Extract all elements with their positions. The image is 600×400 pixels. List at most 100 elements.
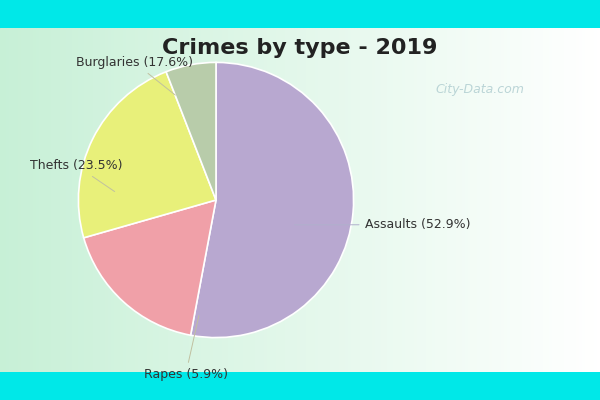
Bar bbox=[561, 28, 564, 372]
Bar bbox=[333, 28, 336, 372]
Bar bbox=[438, 28, 441, 372]
Bar bbox=[582, 28, 585, 372]
Bar bbox=[522, 28, 525, 372]
Bar bbox=[543, 28, 546, 372]
Bar bbox=[6, 28, 9, 372]
Bar bbox=[240, 28, 243, 372]
Bar bbox=[384, 28, 387, 372]
Bar bbox=[72, 28, 75, 372]
Bar bbox=[447, 28, 450, 372]
Bar bbox=[531, 28, 534, 372]
Bar bbox=[84, 28, 87, 372]
Bar bbox=[105, 28, 108, 372]
Wedge shape bbox=[191, 62, 353, 338]
Bar bbox=[243, 28, 246, 372]
Bar bbox=[174, 28, 177, 372]
Wedge shape bbox=[79, 72, 216, 238]
Bar bbox=[321, 28, 324, 372]
Bar bbox=[75, 28, 78, 372]
Bar bbox=[12, 28, 15, 372]
Bar bbox=[408, 28, 411, 372]
Bar bbox=[507, 28, 510, 372]
Bar bbox=[390, 28, 393, 372]
Bar bbox=[138, 28, 141, 372]
Bar bbox=[414, 28, 417, 372]
Bar bbox=[36, 28, 39, 372]
Bar bbox=[363, 28, 366, 372]
Bar bbox=[264, 28, 267, 372]
Bar bbox=[186, 28, 189, 372]
Text: Crimes by type - 2019: Crimes by type - 2019 bbox=[163, 38, 437, 58]
Bar bbox=[51, 28, 54, 372]
Bar bbox=[462, 28, 465, 372]
Bar bbox=[579, 28, 582, 372]
Bar bbox=[18, 28, 21, 372]
Bar bbox=[120, 28, 123, 372]
Bar bbox=[357, 28, 360, 372]
Bar bbox=[594, 28, 597, 372]
Bar bbox=[102, 28, 105, 372]
Bar bbox=[267, 28, 270, 372]
Bar bbox=[285, 28, 288, 372]
Bar bbox=[48, 28, 51, 372]
Bar bbox=[597, 28, 600, 372]
Bar bbox=[588, 28, 591, 372]
Bar bbox=[159, 28, 162, 372]
Bar bbox=[549, 28, 552, 372]
Bar bbox=[369, 28, 372, 372]
Bar bbox=[114, 28, 117, 372]
Bar bbox=[339, 28, 342, 372]
Bar bbox=[378, 28, 381, 372]
Bar bbox=[168, 28, 171, 372]
Bar bbox=[495, 28, 498, 372]
Bar bbox=[444, 28, 447, 372]
Bar bbox=[183, 28, 186, 372]
Bar bbox=[30, 28, 33, 372]
Bar bbox=[24, 28, 27, 372]
Bar bbox=[33, 28, 36, 372]
Bar bbox=[60, 28, 63, 372]
Bar bbox=[423, 28, 426, 372]
Bar bbox=[399, 28, 402, 372]
Bar bbox=[402, 28, 405, 372]
Text: Burglaries (17.6%): Burglaries (17.6%) bbox=[76, 56, 193, 95]
Bar bbox=[123, 28, 126, 372]
Bar bbox=[129, 28, 132, 372]
Bar bbox=[210, 28, 213, 372]
Bar bbox=[225, 28, 228, 372]
Bar bbox=[27, 28, 30, 372]
Bar bbox=[165, 28, 168, 372]
Bar bbox=[201, 28, 204, 372]
Bar bbox=[237, 28, 240, 372]
Bar bbox=[432, 28, 435, 372]
Bar bbox=[336, 28, 339, 372]
Bar bbox=[492, 28, 495, 372]
Bar bbox=[342, 28, 345, 372]
Bar bbox=[198, 28, 201, 372]
Bar bbox=[162, 28, 165, 372]
Bar bbox=[234, 28, 237, 372]
Bar bbox=[15, 28, 18, 372]
Bar bbox=[189, 28, 192, 372]
Bar bbox=[171, 28, 174, 372]
Text: Thefts (23.5%): Thefts (23.5%) bbox=[30, 159, 123, 192]
Bar bbox=[39, 28, 42, 372]
Bar bbox=[207, 28, 210, 372]
Bar bbox=[195, 28, 198, 372]
Bar bbox=[486, 28, 489, 372]
Bar bbox=[516, 28, 519, 372]
Bar bbox=[474, 28, 477, 372]
Bar bbox=[222, 28, 225, 372]
Bar bbox=[228, 28, 231, 372]
Bar bbox=[261, 28, 264, 372]
Bar bbox=[537, 28, 540, 372]
Bar bbox=[513, 28, 516, 372]
Bar bbox=[93, 28, 96, 372]
Bar bbox=[126, 28, 129, 372]
Bar bbox=[366, 28, 369, 372]
Bar bbox=[204, 28, 207, 372]
Bar bbox=[255, 28, 258, 372]
Bar bbox=[141, 28, 144, 372]
Bar bbox=[192, 28, 195, 372]
Text: City-Data.com: City-Data.com bbox=[436, 84, 524, 96]
